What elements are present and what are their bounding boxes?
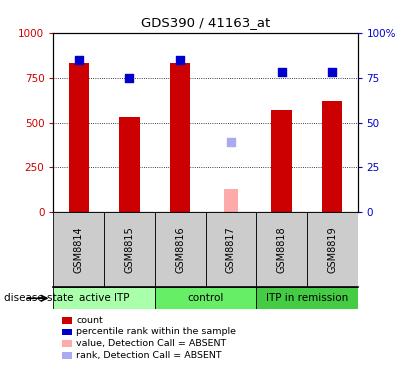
Bar (307, 212, 358, 287)
Point (177, 57, 183, 63)
Bar (322, 101, 342, 212)
Text: active ITP: active ITP (79, 293, 129, 303)
Text: control: control (187, 293, 224, 303)
Text: count: count (76, 316, 103, 325)
Point (278, 70, 285, 75)
Bar (271, 110, 292, 212)
Text: GDS390 / 41163_at: GDS390 / 41163_at (141, 16, 270, 30)
Point (228, 139, 234, 145)
Point (126, 75, 133, 81)
Bar (256, 287, 358, 309)
Text: percentile rank within the sample: percentile rank within the sample (76, 328, 236, 336)
Text: GSM8815: GSM8815 (125, 227, 134, 273)
Bar (170, 63, 190, 212)
Text: GSM8814: GSM8814 (74, 227, 84, 273)
Text: ITP in remission: ITP in remission (266, 293, 348, 303)
Bar (224, 189, 238, 212)
Bar (53, 212, 104, 287)
Point (76, 57, 82, 63)
Bar (53, 287, 155, 309)
Text: disease state: disease state (4, 293, 74, 303)
Bar (256, 212, 307, 287)
Bar (155, 287, 256, 309)
Text: value, Detection Call = ABSENT: value, Detection Call = ABSENT (76, 339, 226, 348)
Text: GSM8817: GSM8817 (226, 227, 236, 273)
Text: GSM8816: GSM8816 (175, 227, 185, 273)
Point (329, 70, 335, 75)
Bar (119, 117, 140, 212)
Bar (206, 212, 256, 287)
Bar (69, 63, 89, 212)
Text: GSM8819: GSM8819 (327, 227, 337, 273)
Bar (155, 212, 206, 287)
Text: GSM8818: GSM8818 (277, 227, 286, 273)
Bar (104, 212, 155, 287)
Text: rank, Detection Call = ABSENT: rank, Detection Call = ABSENT (76, 351, 222, 360)
